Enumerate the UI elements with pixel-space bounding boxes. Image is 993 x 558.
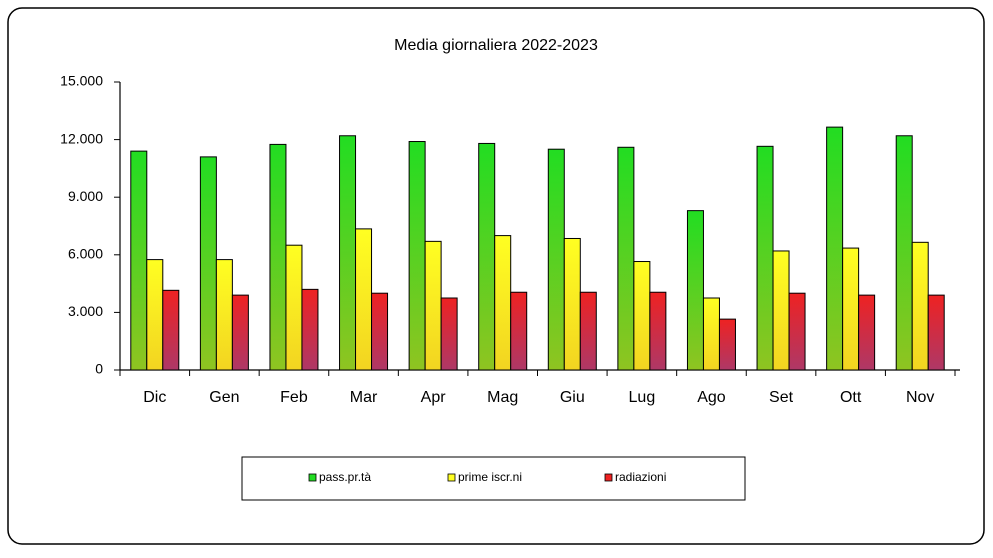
x-tick-label: Mag — [487, 389, 518, 406]
x-tick-label: Ott — [840, 389, 862, 406]
bar — [547, 148, 565, 371]
x-tick-label: Apr — [421, 389, 447, 406]
y-tick-label: 3.000 — [68, 303, 103, 319]
x-tick-label: Ago — [697, 389, 726, 406]
bar — [772, 250, 790, 371]
bar — [649, 291, 667, 371]
bar — [371, 292, 389, 371]
x-tick-label: Gen — [209, 389, 239, 406]
bar — [408, 141, 426, 371]
legend-box — [241, 456, 746, 501]
legend-swatch — [308, 473, 317, 482]
bar — [718, 318, 736, 371]
bar — [285, 244, 303, 371]
bar — [494, 235, 512, 371]
bar — [130, 150, 148, 371]
bar — [617, 146, 635, 371]
bar — [199, 156, 217, 371]
legend-label: prime iscr.ni — [458, 470, 522, 484]
bar — [858, 294, 876, 371]
bar — [269, 143, 287, 371]
bar — [826, 126, 844, 371]
legend-swatch — [604, 473, 613, 482]
chart-title: Media giornaliera 2022-2023 — [394, 37, 598, 54]
x-tick-label: Feb — [280, 389, 308, 406]
x-tick-label: Lug — [629, 389, 656, 406]
bar — [440, 297, 458, 371]
bar — [339, 135, 357, 371]
x-tick-label: Set — [769, 389, 794, 406]
bar — [756, 145, 774, 371]
legend-label: radiazioni — [615, 470, 666, 484]
bar — [686, 210, 704, 371]
bar — [231, 294, 249, 371]
bar — [510, 291, 528, 371]
bar — [702, 297, 720, 371]
x-tick-label: Giu — [560, 389, 585, 406]
bar — [301, 288, 319, 371]
bar — [424, 240, 442, 371]
bar — [842, 247, 860, 371]
bar — [911, 241, 929, 371]
bar — [788, 292, 806, 371]
bar — [633, 261, 651, 371]
legend-label: pass.pr.tà — [319, 470, 371, 484]
bar — [478, 142, 496, 371]
bar — [895, 135, 913, 371]
y-tick-label: 12.000 — [60, 130, 103, 146]
bar — [563, 237, 581, 371]
x-tick-label: Nov — [906, 389, 934, 406]
bar — [355, 228, 373, 371]
y-tick-label: 9.000 — [68, 188, 103, 204]
bar — [215, 259, 233, 371]
y-tick-label: 15.000 — [60, 73, 103, 89]
bar — [927, 294, 945, 371]
legend-swatch — [447, 473, 456, 482]
x-tick-label: Dic — [143, 389, 166, 406]
bar — [146, 259, 164, 371]
bar — [162, 289, 180, 371]
y-tick-label: 6.000 — [68, 246, 103, 262]
x-tick-label: Mar — [350, 389, 378, 406]
y-tick-label: 0 — [95, 361, 103, 377]
bar — [579, 291, 597, 371]
legend: pass.pr.tà prime iscr.ni radiazioni — [241, 456, 746, 501]
